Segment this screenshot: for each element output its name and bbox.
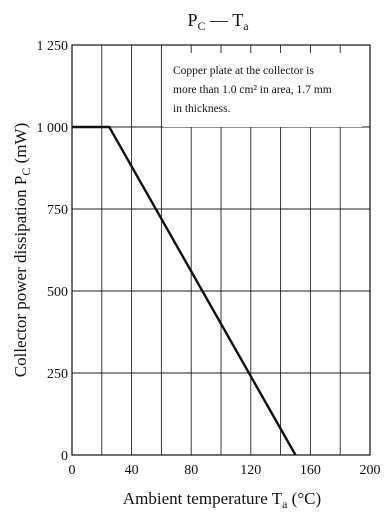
x-tick-label: 160 <box>300 463 321 478</box>
title-main: P <box>187 10 197 30</box>
y-tick-label: 500 <box>47 285 68 300</box>
y-tick-label: 250 <box>47 367 68 382</box>
x-axis-label-text: Ambient temperature T <box>123 489 283 508</box>
x-tick-label: 200 <box>360 463 381 478</box>
annotation-line-2: more than 1.0 cm² in area, 1.7 mm <box>173 84 332 96</box>
y-tick-label: 0 <box>61 449 68 464</box>
x-axis-label: Ambient temperature Ta (°C) <box>123 489 321 511</box>
series-line-pc <box>72 125 297 456</box>
title-second-sub: a <box>243 19 249 33</box>
x-axis-label-sub: a <box>282 497 288 511</box>
x-tick-label: 40 <box>125 463 139 478</box>
x-tick-label: 120 <box>240 463 261 478</box>
x-tick-label: 0 <box>69 463 76 478</box>
x-axis-label-unit: (°C) <box>287 489 321 508</box>
y-axis-label: Collector power dissipation PC (mW) <box>11 123 33 377</box>
title-main-sub: C <box>197 19 205 33</box>
annotation-background <box>163 53 362 127</box>
chart-title: PC — Ta <box>187 10 249 33</box>
title-second: T <box>232 10 243 30</box>
y-tick-label: 1 250 <box>37 39 69 54</box>
y-tick-label: 1 000 <box>37 121 69 136</box>
y-tick-label: 750 <box>47 203 68 218</box>
annotation-box: Copper plate at the collector is more th… <box>163 53 362 127</box>
title-sep: — <box>206 10 233 30</box>
annotation-line-1: Copper plate at the collector is <box>173 65 314 77</box>
plot-frame <box>71 44 371 456</box>
y-axis-label-unit: (mW) <box>11 123 30 168</box>
y-axis-label-text: Collector power dissipation P <box>11 176 30 378</box>
y-axis-label-sub: C <box>19 168 33 176</box>
y-tick-labels: 0 250 500 750 1 000 1 250 <box>37 39 69 464</box>
x-tick-label: 80 <box>184 463 198 478</box>
x-tick-labels: 0 40 80 120 160 200 <box>69 463 381 478</box>
annotation-line-3: in thickness. <box>173 103 231 115</box>
